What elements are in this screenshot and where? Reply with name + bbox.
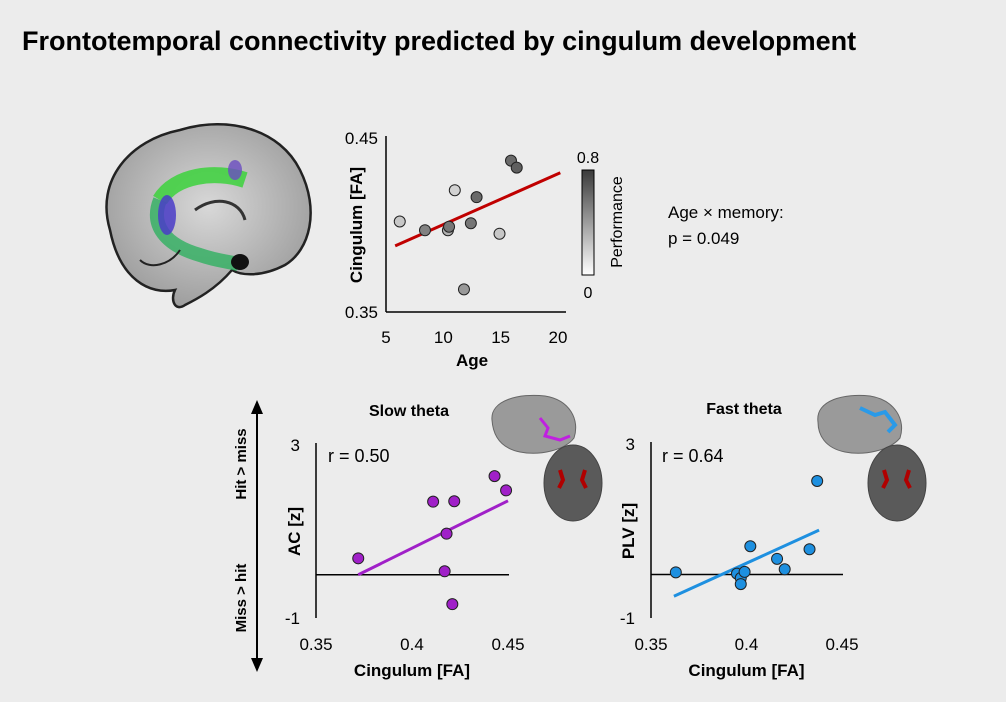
x-tick-label: 20 [549,328,568,347]
x-tick-label: 15 [491,328,510,347]
age-memory-label: Age × memory: [668,203,784,222]
data-point [440,527,453,540]
regression-line [673,528,820,598]
x-axis-label: Cingulum [FA] [688,661,804,680]
data-point [352,552,365,565]
data-point [393,215,406,228]
data-point [493,227,506,240]
data-point [744,540,757,553]
data-point [470,191,483,204]
correlation-label: r = 0.64 [662,446,724,466]
brain-tractography-image [105,123,312,309]
data-point [500,484,513,497]
data-point [418,224,431,237]
data-point [457,283,470,296]
x-tick-label: 10 [434,328,453,347]
data-point [803,543,816,556]
x-axis-label: Age [456,351,488,370]
correlation-label: r = 0.50 [328,446,390,466]
data-point [464,217,477,230]
p-value: p = 0.049 [668,229,740,248]
colorbar-title: Performance [609,176,626,268]
data-point [427,495,440,508]
colorbar-max-label: 0.8 [577,150,599,167]
hit-greater-miss-label: Hit > miss [233,428,250,499]
slow-theta-lateral-brain-image [491,394,577,454]
x-tick-label: 5 [381,328,390,347]
x-tick-label: 0.45 [825,635,858,654]
y-tick-label: -1 [620,609,635,628]
data-point [738,565,751,578]
y-tick-label: 3 [291,436,300,455]
data-point [438,565,451,578]
chart-title: Fast theta [706,401,782,418]
y-axis-label: PLV [z] [619,503,638,559]
fast-theta-lateral-brain-image [817,394,903,454]
slow-theta-axial-brain-image [543,444,603,522]
regression-line [394,171,561,248]
x-tick-label: 0.45 [491,635,524,654]
data-point [448,495,461,508]
data-point [448,184,461,197]
y-axis-label: Cingulum [FA] [347,167,366,283]
data-point [669,566,682,579]
chart-1 [315,443,509,618]
x-tick-label: 0.4 [400,635,424,654]
y-tick-label: 3 [626,435,635,454]
data-point [510,161,523,174]
fast-theta-axial-brain-image [867,444,927,522]
data-point [734,578,747,591]
data-point [778,563,791,576]
regression-line [357,499,509,577]
y-tick-label: 0.35 [345,303,378,322]
y-tick-label: 0.45 [345,129,378,148]
y-tick-label: -1 [285,609,300,628]
colorbar-min-label: 0 [584,285,593,302]
x-tick-label: 0.35 [299,635,332,654]
data-point [811,474,824,487]
slide-title: Frontotemporal connectivity predicted by… [22,26,857,56]
x-tick-label: 0.35 [634,635,667,654]
chart-2 [650,442,843,618]
performance-colorbar [581,169,595,276]
data-point [488,470,501,483]
direction-arrow [251,400,263,672]
chart-0 [385,136,566,313]
x-axis-label: Cingulum [FA] [354,661,470,680]
x-tick-label: 0.4 [735,635,759,654]
y-axis-label: AC [z] [285,507,304,556]
miss-greater-hit-label: Miss > hit [233,564,250,633]
data-point [771,552,784,565]
chart-title: Slow theta [369,403,449,420]
data-point [443,220,456,233]
data-point [446,598,459,611]
